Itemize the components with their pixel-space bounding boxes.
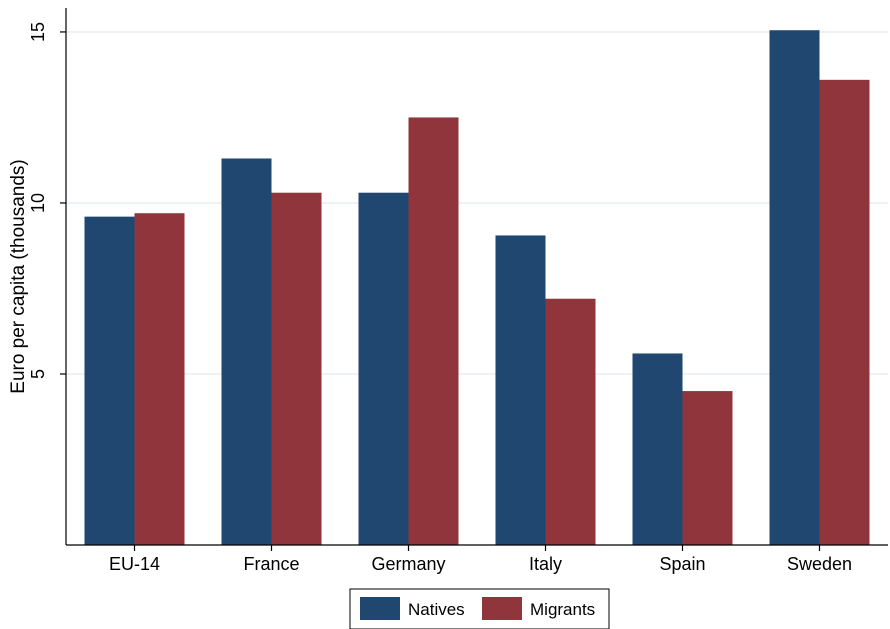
y-tick-label: 15 — [28, 22, 48, 42]
x-tick-label: Sweden — [787, 554, 852, 574]
x-tick-label: Italy — [529, 554, 562, 574]
x-tick-label: France — [243, 554, 299, 574]
x-tick-label: Germany — [371, 554, 445, 574]
bar-migrants-france — [271, 192, 322, 546]
legend-label-migrants: Migrants — [530, 600, 595, 619]
gridlines — [66, 31, 888, 375]
y-tick-label: 10 — [28, 193, 48, 213]
bar-natives-sweden — [769, 30, 820, 546]
legend: Natives Migrants — [349, 588, 610, 629]
bar-migrants-germany — [408, 117, 459, 545]
y-axis-ticks: 5 10 15 — [28, 22, 66, 379]
bar-natives-eu-14 — [84, 216, 135, 545]
y-tick-label: 5 — [28, 369, 48, 379]
legend-label-natives: Natives — [408, 600, 465, 619]
legend-items: Natives Migrants — [360, 597, 595, 620]
x-tick-label: EU-14 — [109, 554, 160, 574]
x-axis-ticks: EU-14 France Germany Italy Spain Sweden — [109, 545, 852, 574]
bar-natives-italy — [495, 235, 546, 545]
bar-migrants-spain — [682, 391, 733, 545]
bars — [84, 30, 870, 546]
bar-natives-spain — [632, 353, 683, 545]
bar-natives-france — [221, 158, 272, 545]
bar-migrants-eu-14 — [134, 213, 185, 545]
legend-swatch-natives — [360, 597, 400, 620]
bar-natives-germany — [358, 192, 409, 546]
x-tick-label: Spain — [659, 554, 705, 574]
bar-migrants-italy — [545, 298, 596, 545]
legend-swatch-migrants — [482, 597, 522, 620]
y-axis-title: Euro per capita (thousands) — [8, 159, 29, 393]
bar-migrants-sweden — [819, 79, 870, 545]
